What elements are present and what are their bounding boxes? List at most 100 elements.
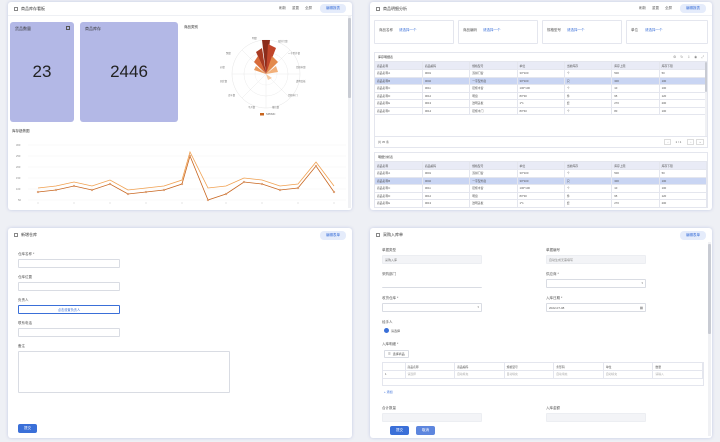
column-header[interactable]: 库存上限 — [611, 62, 660, 70]
table-cell: 商品名称A — [375, 69, 423, 78]
reset-button[interactable]: 重置 — [292, 6, 299, 10]
filter-spec[interactable]: 规格型号 请选择一个 — [542, 20, 622, 44]
in-date-input[interactable]: 2022-07-08 ▦ — [546, 303, 646, 312]
table-cell: 商品名称E — [375, 99, 423, 108]
scrollbar-thumb[interactable] — [704, 62, 707, 92]
table-row[interactable]: 商品名称D 0012 明窗 80*30 件 95 120 — [375, 92, 708, 100]
table-row[interactable]: 商品名称B 0002 一字型外窗 30*100 只 300 100 — [375, 177, 708, 185]
table-cell: 透明盖板 — [469, 199, 518, 208]
filter-unit[interactable]: 单位 请选择一个 — [626, 20, 708, 44]
column-header[interactable]: 库存上限 — [611, 162, 660, 170]
view-icon[interactable]: ◉ — [694, 55, 698, 59]
table-row[interactable]: 商品名称E 0013 透明盖板 1*1 套 270 200 — [375, 99, 708, 108]
column-header[interactable]: 当前库存 — [564, 62, 613, 70]
svg-text:飘窗: 飘窗 — [226, 51, 231, 55]
fullscreen-button[interactable]: 全屏 — [305, 6, 312, 10]
rose-legend-label: SPDMC — [266, 113, 276, 116]
panel-scrollbar[interactable] — [708, 242, 711, 436]
fullscreen-button[interactable]: 全屏 — [665, 6, 672, 10]
warehouse-name-input[interactable] — [18, 259, 120, 268]
svg-text:明窗: 明窗 — [252, 36, 257, 40]
column-header[interactable]: 规格型号 — [469, 62, 518, 70]
column-header[interactable]: 商品名称 — [375, 62, 423, 70]
dept-input[interactable] — [382, 279, 482, 288]
table-cell: 80*40 — [517, 107, 565, 115]
table-cell: 270 — [611, 199, 660, 208]
export-icon[interactable]: ⇩ — [687, 55, 691, 59]
table-scrollbar[interactable] — [704, 62, 707, 136]
remark-textarea[interactable] — [18, 351, 230, 393]
edit-form-button[interactable]: 编辑表单 — [320, 230, 346, 240]
column-header: 规格型号 — [504, 363, 555, 371]
table-body: 商品名称A 0001 双拼门窗 30*100 个 500 50 商品名称B 0002 一字型外窗 3… — [375, 69, 708, 115]
column-header[interactable]: 库存下限 — [659, 162, 708, 170]
table-row[interactable]: 商品名称F 0014 铝框木门 80*40 个 80 100 — [375, 107, 708, 115]
refresh-icon[interactable]: ↻ — [680, 55, 684, 59]
prev-page-button[interactable]: ‹ — [664, 139, 672, 145]
edit-report-button[interactable]: 编辑报表 — [320, 4, 346, 13]
filter-value[interactable]: 请选择一个 — [399, 28, 417, 32]
table-title: 明细分析表 — [378, 155, 394, 159]
edit-form-button[interactable]: 编辑表单 — [680, 230, 706, 240]
table-row[interactable]: 商品名称B 0002 一字型外窗 30*100 只 300 100 — [375, 77, 708, 85]
table-row[interactable]: 商品名称A 0001 双拼门窗 30*100 个 500 50 — [375, 69, 708, 78]
grid-cell-qty[interactable]: 请输入 — [652, 370, 703, 379]
report-icon — [14, 6, 18, 11]
table-row[interactable]: 商品名称C 0011 铝框木窗 100*100 个 10 100 — [375, 84, 708, 93]
column-header[interactable]: 单位 — [517, 62, 565, 70]
last-page-button[interactable]: » — [696, 139, 704, 145]
table-row[interactable]: 商品名称E 0013 透明盖板 1*1 套 270 200 — [375, 199, 708, 208]
submit-button[interactable]: 提交 — [390, 426, 409, 435]
refresh-button[interactable]: 刷新 — [279, 6, 286, 10]
form-icon — [376, 233, 380, 237]
settings-icon[interactable]: ⚙ — [673, 55, 677, 59]
refresh-button[interactable]: 刷新 — [639, 6, 646, 10]
table-row[interactable]: 商品名称C 0011 铝框木窗 100*100 个 10 100 — [375, 184, 708, 193]
submit-button[interactable]: 提交 — [18, 424, 37, 433]
panel-title: 商品明细分析 — [383, 5, 407, 11]
edit-report-button[interactable]: 编辑报表 — [680, 4, 706, 13]
column-header[interactable]: 规格型号 — [469, 162, 518, 170]
table-cell: 个 — [564, 69, 613, 78]
warehouse-location-input[interactable] — [18, 282, 120, 291]
column-header[interactable]: 库存下限 — [659, 62, 708, 70]
scrollbar-thumb[interactable] — [348, 18, 351, 98]
column-header[interactable]: 单位 — [517, 162, 565, 170]
table-row[interactable]: 商品名称A 0001 双拼门窗 30*100 个 500 50 — [375, 169, 708, 178]
filter-value[interactable]: 请选择一个 — [645, 28, 663, 32]
cancel-button[interactable]: 取消 — [416, 426, 435, 435]
table-cell: 500 — [611, 169, 660, 178]
scrollbar-thumb[interactable] — [708, 244, 711, 334]
filter-product-code[interactable]: 商品编码 请选择一个 — [458, 20, 538, 44]
fullscreen-icon[interactable]: ⤢ — [701, 55, 704, 59]
panel-scrollbar[interactable] — [348, 16, 351, 208]
filter-value[interactable]: 请选择一个 — [567, 28, 585, 32]
table-cell: 商品名称C — [375, 84, 423, 93]
column-header[interactable]: 商品编码 — [422, 62, 471, 70]
filter-value[interactable]: 请选择一个 — [483, 28, 501, 32]
column-header[interactable]: 商品名称 — [375, 162, 423, 170]
manager-picker[interactable]: 点击设置负责人 — [18, 305, 120, 314]
handler-label: 经手人 — [382, 320, 393, 324]
filter-product-name[interactable]: 商品名称 请选择一个 — [374, 20, 454, 44]
warehouse-select[interactable]: ▾ — [382, 303, 482, 312]
table-row[interactable]: 商品名称D 0012 明窗 80*30 件 95 120 — [375, 192, 708, 200]
select-products-button[interactable]: ☰ 选择商品 — [384, 350, 409, 358]
table-cell: 商品名称C — [375, 184, 423, 193]
phone-input[interactable] — [18, 328, 120, 337]
column-header[interactable]: 当前库存 — [564, 162, 613, 170]
card-value: 2446 — [110, 62, 148, 81]
table-cell: 0011 — [422, 184, 471, 193]
add-row-link[interactable]: + 添加 — [384, 390, 393, 394]
table-cell: 200 — [659, 199, 708, 208]
calendar-icon[interactable]: ▦ — [639, 305, 643, 310]
reset-button[interactable]: 重置 — [652, 6, 659, 10]
column-header[interactable]: 商品编码 — [422, 162, 471, 170]
grid-cell-product[interactable]: 请选择 — [405, 370, 456, 379]
expand-icon[interactable] — [66, 26, 70, 30]
table-cell: 铝框木门 — [469, 107, 518, 115]
supplier-select[interactable]: ▾ — [546, 279, 646, 288]
handler-picker[interactable]: 请选择 — [384, 328, 400, 333]
next-page-button[interactable]: › — [687, 139, 695, 145]
table-cell: 0002 — [422, 77, 471, 85]
